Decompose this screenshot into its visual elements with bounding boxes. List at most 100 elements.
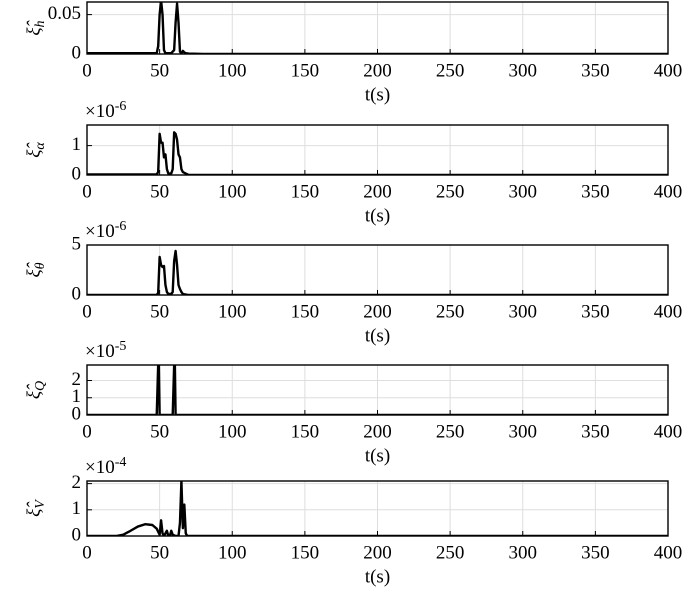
x-tick-label: 150: [291, 301, 320, 322]
panel: 0 50 100 150 200 250 300 350 400 0 5 t(s) ξ̂θ ×10-6: [24, 219, 682, 346]
x-tick-label: 0: [82, 181, 92, 202]
y-tick-label: 0: [72, 163, 82, 184]
x-tick-label: 0: [82, 60, 92, 81]
x-tick-label: 350: [581, 421, 610, 442]
panel: 0 50 100 150 200 250 300 350 400 0 0.05 t(s) ξ̂h: [24, 1, 683, 105]
x-tick-label: 350: [581, 301, 610, 322]
x-tick-label: 400: [654, 421, 683, 442]
x-tick-label: 150: [291, 421, 320, 442]
x-tick-label: 300: [509, 181, 538, 202]
data-line: [87, 365, 668, 415]
x-tick-label: 100: [218, 60, 247, 81]
panel: 0 50 100 150 200 250 300 350 400 0 1 t(s) ξ̂α ×10-6: [24, 99, 682, 226]
x-tick-label: 300: [509, 60, 538, 81]
axes-frame: [86, 1, 669, 55]
axis-multiplier: ×10-5: [85, 339, 126, 362]
y-tick-label: 1: [72, 386, 82, 407]
x-tick-label: 250: [436, 542, 465, 563]
x-tick-label: 0: [82, 421, 92, 442]
y-tick-label: 0: [72, 403, 82, 424]
x-axis-label: t(s): [365, 325, 390, 346]
x-tick-label: 100: [218, 301, 247, 322]
x-tick-label: 50: [150, 181, 169, 202]
y-label-subscript: h: [33, 20, 48, 27]
x-tick-label: 200: [363, 542, 392, 563]
y-tick-label: 0: [72, 283, 82, 304]
x-axis-label: t(s): [365, 566, 390, 587]
x-axis-label: t(s): [365, 445, 390, 466]
x-tick-label: 250: [436, 60, 465, 81]
x-tick-label: 200: [363, 181, 392, 202]
x-tick-label: 50: [150, 542, 169, 563]
multiplier-exponent: -5: [115, 339, 127, 354]
x-tick-label: 400: [654, 542, 683, 563]
x-tick-label: 350: [581, 181, 610, 202]
x-tick-label: 400: [654, 181, 683, 202]
y-label-subscript: α: [33, 142, 48, 150]
x-tick-label: 50: [150, 421, 169, 442]
data-line: [87, 2, 668, 54]
x-tick-label: 50: [150, 60, 169, 81]
axis-multiplier: ×10-6: [85, 219, 126, 242]
multiplier-exponent: -6: [115, 219, 127, 234]
multiplier-base: ×10: [85, 341, 115, 362]
y-axis-label: ξ̂V: [24, 499, 48, 517]
multiplier-base: ×10: [85, 101, 115, 122]
y-axis-label: ξ̂θ: [24, 261, 48, 277]
x-tick-label: 300: [509, 542, 538, 563]
x-tick-label: 250: [436, 181, 465, 202]
x-tick-label: 0: [82, 542, 92, 563]
panel: 0 50 100 150 200 250 300 350 400 0 1 2 t(s) ξ̂V ×10-4: [24, 455, 682, 587]
x-axis-label: t(s): [365, 84, 390, 105]
x-tick-label: 50: [150, 301, 169, 322]
y-tick-label: 1: [72, 134, 82, 155]
y-tick-label: 5: [72, 233, 82, 254]
x-tick-label: 250: [436, 421, 465, 442]
y-tick-label: 1: [72, 498, 82, 519]
multiplier-exponent: -6: [115, 99, 127, 114]
x-tick-label: 350: [581, 542, 610, 563]
y-label-subscript: Q: [33, 381, 48, 391]
multiplier-base: ×10: [85, 221, 115, 242]
multiplier-base: ×10: [85, 457, 115, 478]
y-tick-label: 0.05: [48, 3, 81, 24]
y-tick-label: 2: [72, 369, 82, 390]
multiplier-exponent: -4: [115, 455, 127, 470]
x-tick-label: 350: [581, 60, 610, 81]
x-tick-label: 100: [218, 542, 247, 563]
axis-multiplier: ×10-6: [85, 99, 126, 122]
axes-frame: [86, 124, 669, 176]
axis-multiplier: ×10-4: [85, 455, 126, 478]
y-axis-label: ξ̂α: [24, 142, 48, 158]
x-tick-label: 400: [654, 60, 683, 81]
x-tick-label: 250: [436, 301, 465, 322]
axes-frame: [86, 364, 669, 416]
x-tick-label: 200: [363, 60, 392, 81]
data-line: [87, 249, 668, 295]
x-tick-label: 0: [82, 301, 92, 322]
axes-frame: [86, 244, 669, 296]
y-axis-label: ξ̂Q: [24, 381, 48, 399]
x-tick-label: 100: [218, 421, 247, 442]
y-label-subscript: V: [33, 499, 48, 509]
data-line: [87, 481, 668, 536]
y-tick-label: 2: [72, 472, 82, 493]
x-tick-label: 300: [509, 301, 538, 322]
x-tick-label: 150: [291, 542, 320, 563]
y-tick-label: 0: [72, 42, 82, 63]
panel: 0 50 100 150 200 250 300 350 400 012 t(s) ξ̂Q ×10-5: [24, 339, 682, 466]
y-label-subscript: θ: [33, 262, 48, 269]
x-axis-label: t(s): [365, 205, 390, 226]
y-axis-label: ξ̂h: [24, 19, 48, 35]
x-tick-label: 200: [363, 301, 392, 322]
x-tick-label: 400: [654, 301, 683, 322]
x-tick-label: 200: [363, 421, 392, 442]
x-tick-label: 150: [291, 60, 320, 81]
x-tick-label: 150: [291, 181, 320, 202]
axes-frame: [86, 480, 669, 537]
y-tick-label: 0: [72, 524, 82, 545]
data-line: [87, 131, 668, 175]
x-tick-label: 300: [509, 421, 538, 442]
x-tick-label: 100: [218, 181, 247, 202]
